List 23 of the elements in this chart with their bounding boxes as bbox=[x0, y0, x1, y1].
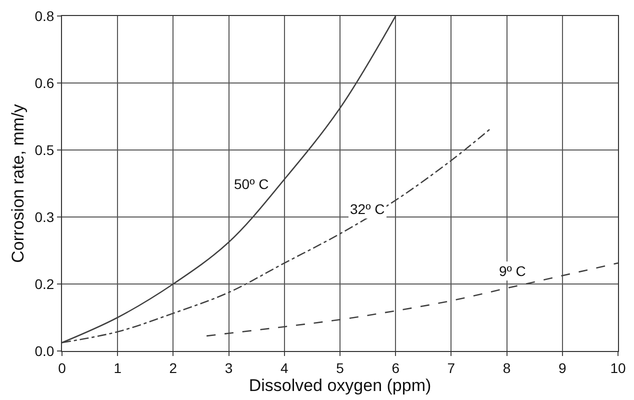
y-tick-label: 0.8 bbox=[34, 8, 54, 24]
x-tick-label: 3 bbox=[224, 360, 233, 376]
x-axis-title: Dissolved oxygen (ppm) bbox=[248, 376, 432, 396]
x-tick-label: 5 bbox=[336, 360, 344, 376]
line-series bbox=[206, 262, 618, 337]
y-tick-label: 0.0 bbox=[34, 342, 54, 359]
annotation: 9º C bbox=[499, 263, 526, 279]
x-tick-label: 7 bbox=[447, 360, 456, 376]
y-tick-label: 0.5 bbox=[34, 142, 54, 158]
x-tick-label: 4 bbox=[280, 360, 288, 376]
x-tick-label: 8 bbox=[502, 360, 511, 376]
x-tick-label: 6 bbox=[392, 360, 400, 376]
y-tick-label: 0.3 bbox=[34, 208, 54, 225]
x-tick-label: 1 bbox=[114, 360, 122, 376]
y-tick-label: 0.6 bbox=[34, 74, 54, 91]
x-tick-label: 10 bbox=[610, 360, 626, 376]
x-tick-label: 0 bbox=[58, 360, 66, 376]
x-tick-label: 2 bbox=[169, 360, 178, 376]
y-tick-label: 0.2 bbox=[34, 276, 54, 292]
x-tick-label: 9 bbox=[558, 360, 566, 376]
annotation: 50º C bbox=[234, 176, 269, 192]
annotation: 32º C bbox=[350, 201, 385, 217]
y-axis-title: Corrosion rate, mm/y bbox=[8, 104, 28, 263]
